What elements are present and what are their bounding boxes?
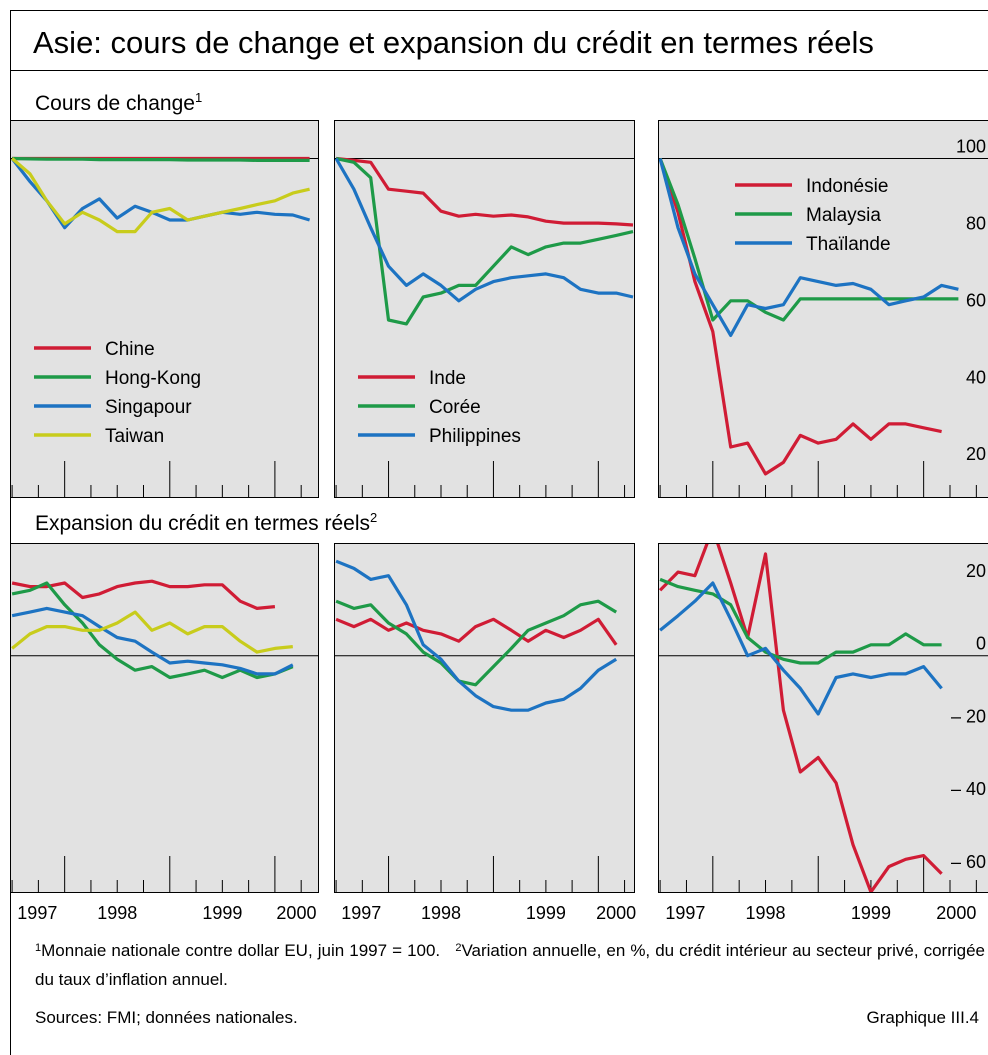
series-line (335, 157, 634, 303)
legend-label: Hong-Kong (105, 368, 201, 389)
y-tick-label: 40 (966, 367, 986, 387)
y-tick-label: 0 (976, 634, 986, 654)
series-line (335, 559, 618, 712)
series-line (335, 599, 618, 687)
series-line (11, 157, 310, 234)
x-tick-label: 1997 (341, 903, 381, 923)
section-title: Expansion du crédit en termes réels2 (35, 510, 377, 535)
legend-label: Singapour (105, 397, 192, 418)
plot-area (658, 543, 988, 893)
y-tick-label: 80 (966, 213, 986, 233)
x-tick-label: 2000 (276, 903, 316, 923)
plot-area (334, 543, 635, 893)
series-group (659, 157, 959, 476)
legend-label: Chine (105, 339, 155, 360)
section-note-mark: 2 (370, 510, 377, 525)
x-tick-label: 1999 (526, 903, 566, 923)
x-tick-label: 2000 (596, 903, 636, 923)
section-title: Cours de change1 (35, 90, 202, 115)
series-line (12, 156, 310, 162)
footnote-mark: 2 (455, 942, 462, 954)
series-line (11, 581, 294, 680)
footnote: Variation annuelle, en %, du crédit inté… (35, 941, 986, 989)
series-line (659, 157, 942, 476)
series-group (659, 544, 943, 892)
series-line (659, 577, 942, 665)
section-note-mark: 1 (195, 90, 202, 105)
footnotes: 1Monnaie nationale contre dollar EU, jui… (35, 934, 985, 994)
x-tick-label: 1999 (202, 903, 242, 923)
x-tick-label: 1999 (851, 903, 891, 923)
y-tick-label: 100 (956, 136, 986, 156)
y-tick-label: – 20 (951, 706, 986, 726)
series-line (659, 544, 943, 892)
plot-area (10, 120, 319, 498)
y-tick-label: – 60 (951, 852, 986, 872)
footnote-mark: 1 (35, 942, 42, 954)
series-group (11, 156, 311, 234)
series-group (335, 559, 618, 712)
series-line (335, 156, 634, 326)
section-title-text: Cours de change (35, 92, 195, 115)
series-line (335, 156, 634, 227)
x-tick-label: 1997 (665, 903, 705, 923)
x-tick-label: 2000 (936, 903, 976, 923)
x-tick-label: 1997 (17, 903, 57, 923)
legend-label: Philippines (429, 426, 521, 447)
x-tick-label: 1998 (745, 903, 785, 923)
source-line: Sources: FMI; données nationales. Graphiq… (35, 1008, 985, 1028)
y-tick-label: 20 (966, 561, 986, 581)
y-tick-label: – 40 (951, 779, 986, 799)
series-line (11, 157, 311, 230)
y-tick-label: 60 (966, 290, 986, 310)
x-tick-label: 1998 (421, 903, 461, 923)
footnote: Monnaie nationale contre dollar EU, juin… (41, 941, 441, 960)
chart-title: Asie: cours de change et expansion du cr… (33, 25, 874, 60)
y-tick-label: 20 (966, 444, 986, 464)
sources: Sources: FMI; données nationales. (35, 1008, 298, 1027)
series-group (11, 579, 294, 680)
series-line (11, 606, 294, 676)
plot-area (658, 120, 988, 498)
legend-label: Inde (429, 368, 466, 389)
series-line (659, 581, 943, 716)
series-line (659, 158, 959, 337)
figure-label: Graphique III.4 (866, 1008, 979, 1027)
series-line (11, 579, 276, 610)
series-group (335, 156, 634, 326)
legend-label: Thaïlande (806, 234, 891, 255)
series-line (335, 617, 618, 646)
x-tick-label: 1998 (97, 903, 137, 923)
legend-label: Corée (429, 397, 481, 418)
legend-label: Indonésie (806, 176, 888, 197)
legend-label: Malaysia (806, 205, 881, 226)
legend-label: Taiwan (105, 426, 164, 447)
series-line (11, 610, 293, 654)
section-title-text: Expansion du crédit en termes réels (35, 512, 370, 535)
